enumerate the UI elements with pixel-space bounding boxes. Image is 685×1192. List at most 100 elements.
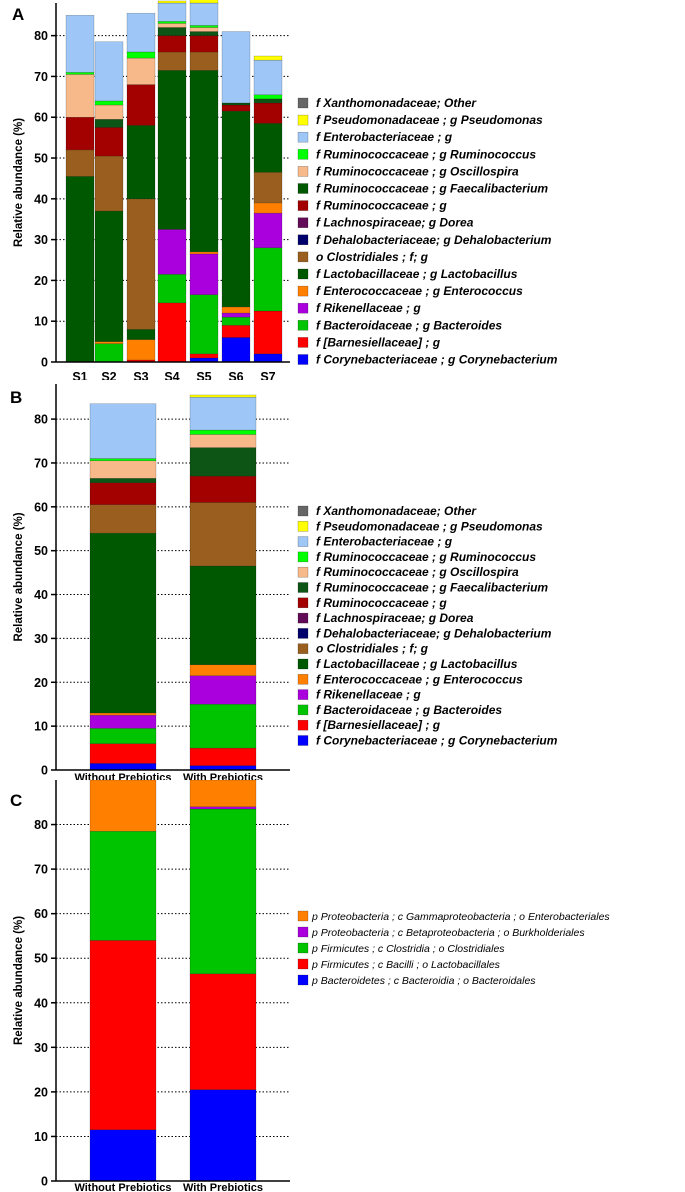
legend-label: f Dehalobacteriaceae; g Dehalobacterium — [316, 233, 552, 247]
bar-segment-o-clostridiales-f-g — [253, 172, 283, 204]
y-tick-label: 30 — [34, 1041, 48, 1055]
legend-swatch — [297, 166, 309, 177]
y-tick-label: 60 — [34, 111, 48, 125]
legend-swatch — [297, 582, 309, 593]
legend-label: p Proteobacteria ; c Gammaproteobacteria… — [311, 911, 610, 923]
bar-segment-f-bacteroidaceae-g-bacteroides — [189, 294, 219, 355]
y-tick-label: 70 — [34, 456, 48, 470]
legend-label: f Enterobacteriaceae ; g — [316, 535, 453, 549]
bar-segment-f-rikenellaceae-g — [189, 253, 219, 295]
legend-swatch — [297, 735, 309, 746]
bar-segment-f-enterococcaceae-g-enterococcus — [94, 341, 124, 344]
legend-swatch — [297, 131, 309, 143]
bar-segment-f-rikenellaceae-g — [157, 229, 187, 275]
chart-a: A S1 S2 S3 S4 S5 S6 S7 0 10 20 30 40 50 60 70 80 Relative… — [12, 0, 558, 380]
legend-swatch — [297, 354, 309, 365]
bar-segment-f-ruminococcaceae-g-faecalibacterium — [189, 31, 219, 36]
y-tick-label: 20 — [34, 274, 48, 288]
legend-swatch — [297, 974, 309, 986]
legend-label: f Xanthomonadaceae; Other — [316, 504, 477, 518]
y-tick-label: 40 — [34, 588, 48, 602]
bar-segment-f-lactobacillaceae-g-lactobacillus — [221, 110, 251, 308]
legend-label: f Ruminococcaceae ; g Ruminococcus — [316, 147, 536, 161]
y-tick-label: 50 — [34, 544, 48, 558]
bar-segment-f-ruminococcaceae-g-faecalibacterium — [189, 447, 257, 477]
bar-segment-f-bacteroidaceae-g-bacteroides — [94, 343, 124, 363]
bar-segment-f-rikenellaceae-g — [253, 212, 283, 249]
bar-segment-f-ruminococcaceae-g-faecalibacterium — [253, 98, 283, 104]
y-tick-label: 10 — [34, 1130, 48, 1144]
legend-swatch — [297, 114, 309, 126]
bar-segment-f-lactobacillaceae-g-lactobacillus — [253, 123, 283, 173]
legend-label: f Ruminococcaceae ; g Faecalibacterium — [316, 182, 548, 196]
y-axis-title: Relative abundance (%) — [13, 118, 25, 247]
bar-segment-f-enterobacteriaceae-g — [189, 396, 257, 431]
legend-label: f Lachnospiraceae; g Dorea — [316, 216, 474, 230]
panel-c: C Without Prebiotics With Prebiotics 0 10 20 3… — [0, 780, 685, 1192]
legend-swatch — [297, 958, 309, 970]
y-tick-label: 20 — [34, 676, 48, 690]
y-axis-title: Relative abundance (%) — [13, 512, 25, 641]
y-tick-label: 40 — [34, 192, 48, 206]
bar-segment-f-bacteroidaceae-g-bacteroides — [189, 703, 257, 749]
legend-label: o Clostridiales ; f; g — [316, 642, 429, 656]
legend-swatch — [297, 551, 309, 563]
panel-label: A — [12, 5, 24, 24]
legend-swatch — [297, 320, 309, 331]
bar-segment-f-corynebacteriaceae-g-corynebacterium — [253, 353, 283, 363]
bar-segment-o-clostridiales-f-g — [157, 51, 187, 71]
bar-segment-f-ruminococcaceae-g-ruminococcus — [126, 51, 156, 59]
bar-segment-f-enterobacteriaceae-g — [189, 2, 219, 26]
legend-swatch — [297, 149, 309, 160]
bar-segment-f-ruminococcaceae-g-faecalibacterium — [94, 210, 124, 342]
bar-segment-f-barnesiellaceae-g — [189, 353, 219, 359]
bar-segment-p-firmicutes-c-bacilli-o-lactobacillales — [89, 940, 157, 1131]
legend-swatch — [297, 521, 309, 532]
bar-segment-f-lactobacillaceae-g-lactobacillus — [126, 125, 156, 200]
chart-b: B Without Prebiotics With Prebiotics 0 10 20 3… — [10, 384, 558, 780]
legend-label: f Rikenellaceae ; g — [316, 301, 421, 315]
bar-segment-f-ruminococcaceae-g-oscillospira — [89, 460, 157, 479]
bar-segment-f-ruminococcaceae-g-oscillospira — [189, 27, 219, 32]
bar-segment-f-ruminococcaceae-g-faecalibacterium — [65, 176, 95, 363]
legend-label: f Dehalobacteriaceae; g Dehalobacterium — [316, 626, 552, 640]
legend-label: f Enterococcaceae ; g Enterococcus — [316, 284, 523, 298]
bar-segment-f-enterobacteriaceae-g — [89, 403, 157, 459]
legend-label: f Enterobacteriaceae ; g — [316, 130, 453, 144]
bar-segment-f-pseudomonadaceae-g-pseudomonas — [253, 55, 283, 61]
bar-segment-o-clostridiales-f-g — [65, 149, 95, 177]
bar-segment-f-lactobacillaceae-g-lactobacillus — [89, 532, 157, 714]
bar-segment-f-ruminococcaceae-g — [94, 127, 124, 157]
bar-segment-f-enterobacteriaceae-g — [253, 59, 283, 96]
y-tick-label: 50 — [34, 952, 48, 966]
legend-label: f [Barnesiellaceae] ; g — [316, 335, 441, 349]
legend-swatch — [297, 942, 309, 954]
bar-segment-p-firmicutes-c-clostridia-o-clostridiales — [189, 808, 257, 975]
bar-segment-f-barnesiellaceae-g — [89, 743, 157, 764]
bar-segment-f-barnesiellaceae-g — [189, 747, 257, 766]
y-tick-label: 80 — [34, 413, 48, 427]
x-tick-label: S1 — [72, 370, 87, 380]
bar-segment-f-barnesiellaceae-g — [157, 302, 187, 363]
y-tick-label: 0 — [41, 1175, 48, 1189]
bar-segment-p-proteobacteria-c-betaproteobacteria-o-burkholderiales — [189, 806, 257, 810]
panel-label: C — [10, 791, 22, 810]
legend-label: f Lactobacillaceae ; g Lactobacillus — [316, 267, 518, 281]
legend-label: f Ruminococcaceae ; g — [316, 199, 447, 213]
legend-swatch — [297, 910, 309, 922]
bar-segment-f-ruminococcaceae-g — [65, 116, 95, 151]
bar-segment-f-ruminococcaceae-g — [189, 35, 219, 53]
y-tick-label: 60 — [34, 500, 48, 514]
legend-label: f Rikenellaceae ; g — [316, 688, 421, 702]
legend-swatch — [297, 643, 309, 654]
bar-segment-f-rikenellaceae-g — [221, 312, 251, 318]
bar-segment-f-ruminococcaceae-g — [253, 102, 283, 124]
bar-segment-p-proteobacteria-c-gammaproteobacteria-o-enterobacteriales — [89, 780, 157, 832]
bar-segment-f-enterococcaceae-g-enterococcus — [253, 202, 283, 214]
legend-label: f Corynebacteriaceae ; g Corynebacterium — [316, 353, 558, 367]
bar-segment-f-ruminococcaceae-g — [157, 35, 187, 53]
bar-segment-f-bacteroidaceae-g-bacteroides — [157, 274, 187, 304]
legend-swatch — [297, 674, 309, 685]
legend-swatch — [297, 234, 309, 246]
y-tick-label: 40 — [34, 996, 48, 1010]
